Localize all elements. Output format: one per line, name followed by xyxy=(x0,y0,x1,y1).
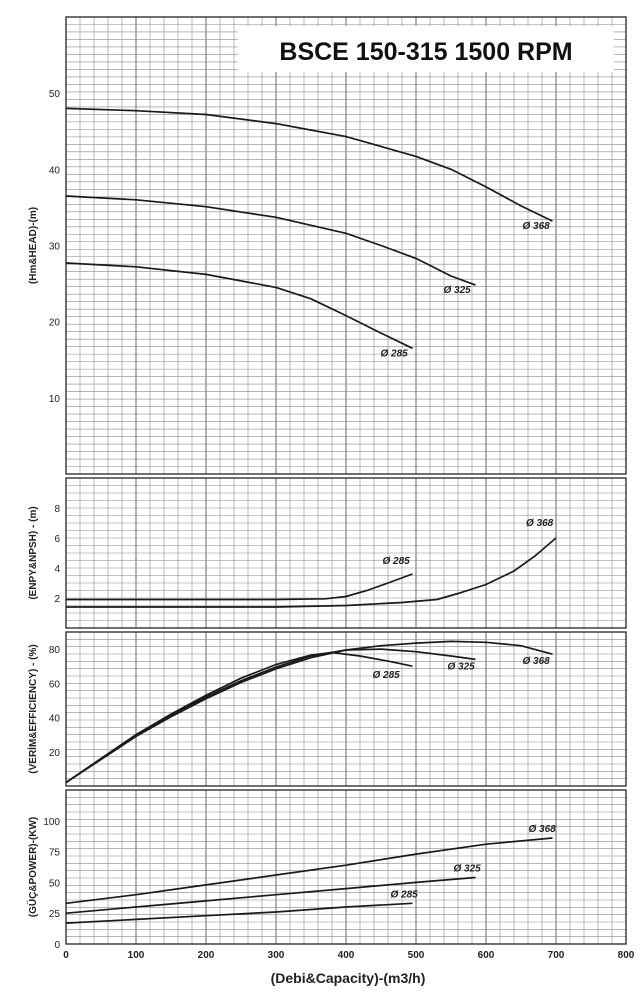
y-tick-label: 10 xyxy=(49,394,61,405)
y-tick-label: 60 xyxy=(49,679,61,690)
y-tick-label: 2 xyxy=(54,594,60,605)
y-tick-label: 100 xyxy=(43,817,60,828)
series-line xyxy=(65,195,476,286)
series-line xyxy=(65,262,413,350)
series-label: Ø 325 xyxy=(444,285,472,296)
y-axis-label: (VERİM&EFFICIENCY) - (%) xyxy=(26,644,39,773)
panel-0: 10 20 30 40 50 (Hm&HEAD)-(m) Ø 368 Ø 325 Ø 285 xyxy=(28,16,627,475)
y-tick-label: 25 xyxy=(49,909,61,920)
x-axis-label: (Debi&Capacity)-(m3/h) xyxy=(271,970,426,986)
series-line xyxy=(65,640,553,784)
panel-3: 0 25 50 75 100 (GÜÇ&POWER)-(KW) Ø 368 Ø 325 Ø 28… xyxy=(26,789,627,951)
series-line xyxy=(66,573,413,601)
panel-frame xyxy=(65,477,627,629)
series-label: Ø 285 xyxy=(381,348,409,359)
x-tick-label: 700 xyxy=(548,950,565,961)
x-tick-label: 800 xyxy=(618,950,635,961)
x-tick-label: 400 xyxy=(338,950,355,961)
y-axis-label: (Hm&HEAD)-(m) xyxy=(28,207,39,284)
series-label: Ø 368 xyxy=(529,824,557,835)
title-box xyxy=(238,26,614,72)
series-line xyxy=(65,107,553,222)
x-tick-label: 500 xyxy=(408,950,425,961)
y-tick-label: 4 xyxy=(54,564,60,575)
y-tick-label: 50 xyxy=(49,878,61,889)
series-label: Ø 368 xyxy=(523,656,551,667)
x-axis-ticks: 0 100 200 300 400 500 600 700 800 xyxy=(63,950,635,961)
series-label: Ø 368 xyxy=(523,221,551,232)
x-tick-label: 200 xyxy=(198,950,215,961)
series-line xyxy=(65,648,476,784)
y-tick-label: 8 xyxy=(54,504,60,515)
x-tick-label: 300 xyxy=(268,950,285,961)
series-line xyxy=(66,537,557,608)
series-label: Ø 285 xyxy=(373,670,401,681)
x-tick-label: 100 xyxy=(128,950,145,961)
series-label: Ø 285 xyxy=(383,556,411,567)
y-tick-label: 20 xyxy=(49,318,61,329)
panel-frame xyxy=(65,789,627,945)
panel-frame xyxy=(65,16,627,475)
series-label: Ø 325 xyxy=(454,863,482,874)
y-axis-label: (ENPY&NPSH) - (m) xyxy=(28,506,39,599)
series-line xyxy=(65,902,413,924)
y-tick-label: 20 xyxy=(49,748,61,759)
series-line xyxy=(65,651,413,784)
y-tick-label: 6 xyxy=(54,534,60,545)
x-tick-label: 600 xyxy=(478,950,495,961)
series-label: Ø 368 xyxy=(526,518,554,529)
y-tick-label: 80 xyxy=(49,645,61,656)
y-tick-label: 50 xyxy=(49,89,61,100)
panel-1: 2 4 6 8 (ENPY&NPSH) - (m) Ø 285 Ø 368 xyxy=(28,477,627,629)
series-line xyxy=(65,837,553,905)
series-label: Ø 325 xyxy=(448,661,476,672)
chart-title: BSCE 150-315 1500 RPM xyxy=(279,38,572,66)
y-axis-label: (GÜÇ&POWER)-(KW) xyxy=(26,817,39,918)
y-tick-label: 0 xyxy=(54,940,60,951)
x-tick-label: 0 xyxy=(63,950,69,961)
panel-frame xyxy=(65,631,627,787)
series-line xyxy=(65,876,476,915)
y-tick-label: 40 xyxy=(49,714,61,725)
y-tick-label: 75 xyxy=(49,848,61,859)
panel-2: 20 40 60 80 (VERİM&EFFICIENCY) - (%) Ø 285 Ø 3… xyxy=(26,631,627,787)
y-tick-label: 30 xyxy=(49,242,61,253)
y-tick-label: 40 xyxy=(49,165,61,176)
series-label: Ø 285 xyxy=(391,889,419,900)
